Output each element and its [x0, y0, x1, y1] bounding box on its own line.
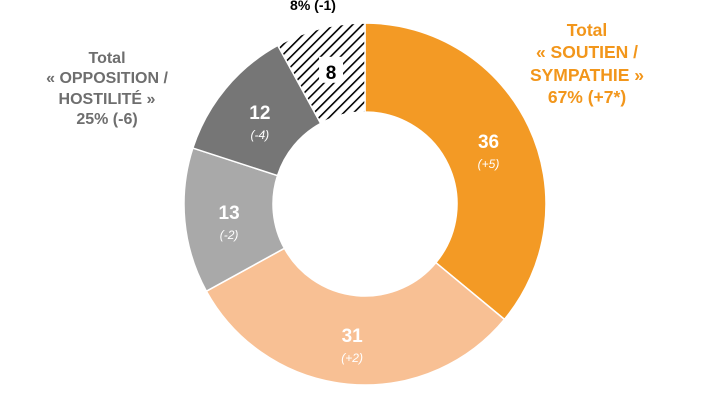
labels-layer: 36 (+5) 31 (+2) 13 (-2) 12 (-4) 8	[219, 56, 500, 365]
support-line-1: Total	[566, 20, 608, 40]
slice-4-change-label: (-4)	[250, 128, 269, 142]
slice-2-value-label: 31	[342, 326, 364, 347]
support-total-label: Total « SOUTIEN / SYMPATHIE » 67% (+7*)	[502, 19, 672, 109]
opposition-total-label: Total « OPPOSITION / HOSTILITÉ » 25% (-6…	[22, 49, 192, 131]
slice-3-change-label: (-2)	[220, 228, 239, 242]
slice-1-value-label: 36	[478, 132, 499, 153]
neutral-line: 8% (-1)	[290, 0, 336, 13]
slice-2-change-label: (+2)	[341, 351, 363, 365]
opposition-line-3: HOSTILITÉ »	[58, 90, 156, 108]
opposition-line-2: « OPPOSITION /	[46, 70, 168, 88]
slice-5-value-label: 8	[326, 63, 337, 84]
slice-3-value-label: 13	[219, 203, 240, 224]
slice-5-label-bg	[319, 56, 344, 83]
opposition-line-4: 25% (-6)	[76, 111, 138, 129]
opposition-line-1: Total	[88, 50, 126, 67]
support-line-2: « SOUTIEN /	[535, 42, 639, 63]
donut-slice-1	[364, 22, 547, 321]
slice-4-value-label: 12	[249, 103, 270, 124]
donut-slice-2	[205, 247, 506, 386]
slice-1-change-label: (+5)	[478, 157, 500, 171]
neutral-total-label: 8% (-1)	[258, 0, 368, 15]
support-line-4: 67% (+7*)	[547, 87, 627, 108]
support-line-3: SYMPATHIE »	[529, 64, 645, 85]
